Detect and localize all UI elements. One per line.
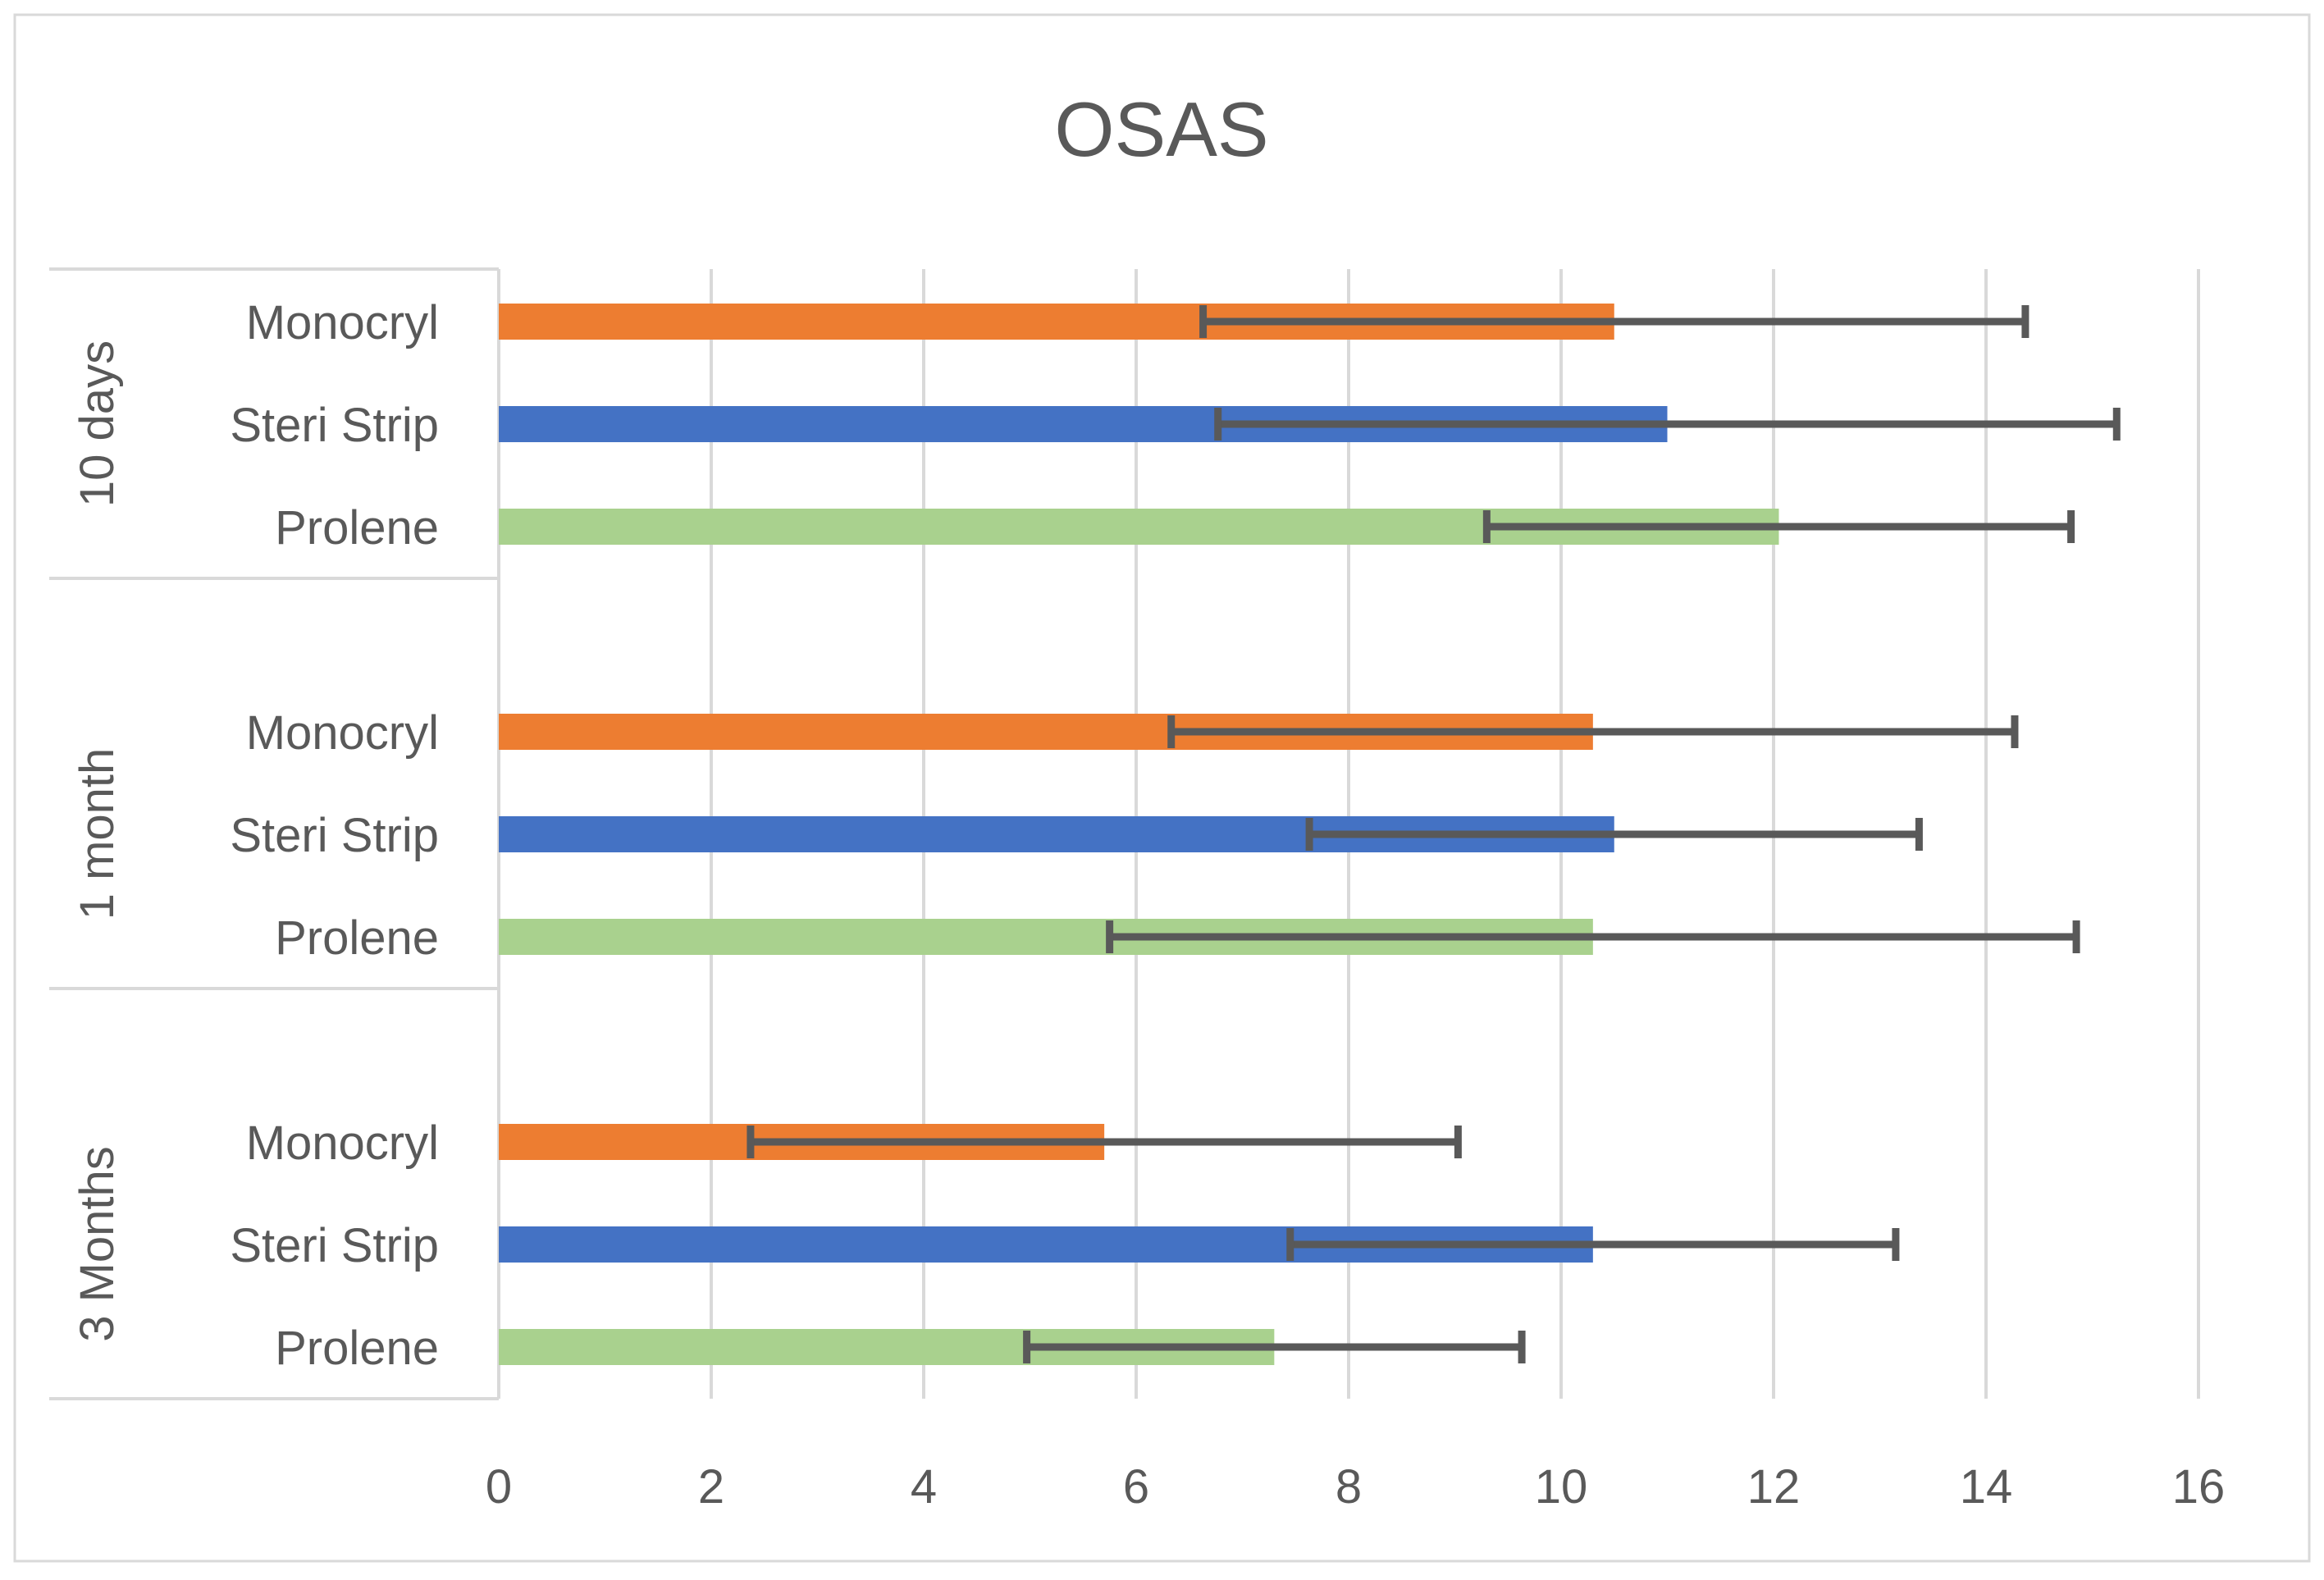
category-label: Prolene [275,911,439,965]
category-label: Monocryl [246,296,439,349]
category-label: Steri Strip [230,809,439,862]
x-tick-label: 2 [698,1460,724,1514]
group-label: 10 days [71,340,124,507]
chart-border [13,13,2311,1563]
x-tick-label: 14 [1960,1460,2013,1514]
category-labels: Monocryl Steri Strip Prolene Monocryl Steri … [230,296,439,1375]
category-label: Prolene [275,501,439,555]
category-label: Monocryl [246,706,439,760]
group-labels: 10 days 1 month 3 Months [71,340,124,1342]
category-label: Steri Strip [230,1219,439,1272]
category-label: Steri Strip [230,399,439,452]
category-label: Monocryl [246,1117,439,1170]
x-tick-label: 16 [2172,1460,2226,1514]
error-bars [747,305,2121,1363]
x-tick-label: 4 [911,1460,937,1514]
x-tick-label: 8 [1336,1460,1362,1514]
group-label: 1 month [71,748,124,920]
x-tick-labels: 0 2 4 6 8 10 12 14 16 [486,1460,2225,1514]
x-tick-label: 10 [1535,1460,1588,1514]
x-tick-label: 6 [1123,1460,1149,1514]
group-label: 3 Months [71,1146,124,1342]
x-tick-label: 12 [1747,1460,1801,1514]
category-label: Prolene [275,1322,439,1375]
x-tick-label: 0 [486,1460,512,1514]
chart-title: OSAS [1054,86,1268,172]
